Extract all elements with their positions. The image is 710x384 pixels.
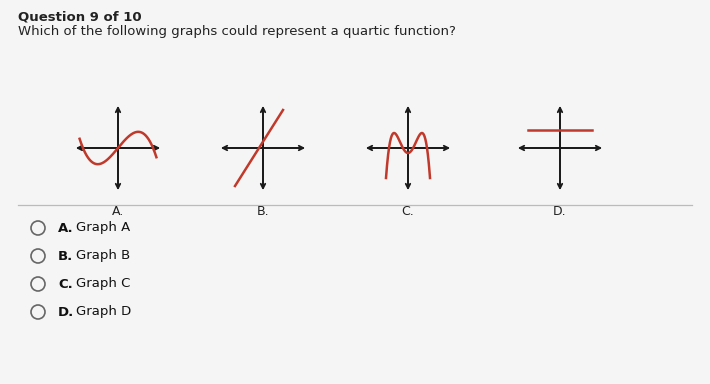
Text: D.: D. [553,205,567,218]
Text: B.: B. [257,205,269,218]
Text: Question 9 of 10: Question 9 of 10 [18,10,141,23]
Text: Graph B: Graph B [76,250,130,263]
Text: D.: D. [58,306,75,318]
Text: A.: A. [58,222,74,235]
Text: Graph A: Graph A [76,222,130,235]
Text: Graph C: Graph C [76,278,131,291]
Text: A.: A. [112,205,124,218]
Text: B.: B. [58,250,73,263]
Text: C.: C. [58,278,72,291]
Text: C.: C. [402,205,415,218]
Text: Which of the following graphs could represent a quartic function?: Which of the following graphs could repr… [18,25,456,38]
Text: Graph D: Graph D [76,306,131,318]
